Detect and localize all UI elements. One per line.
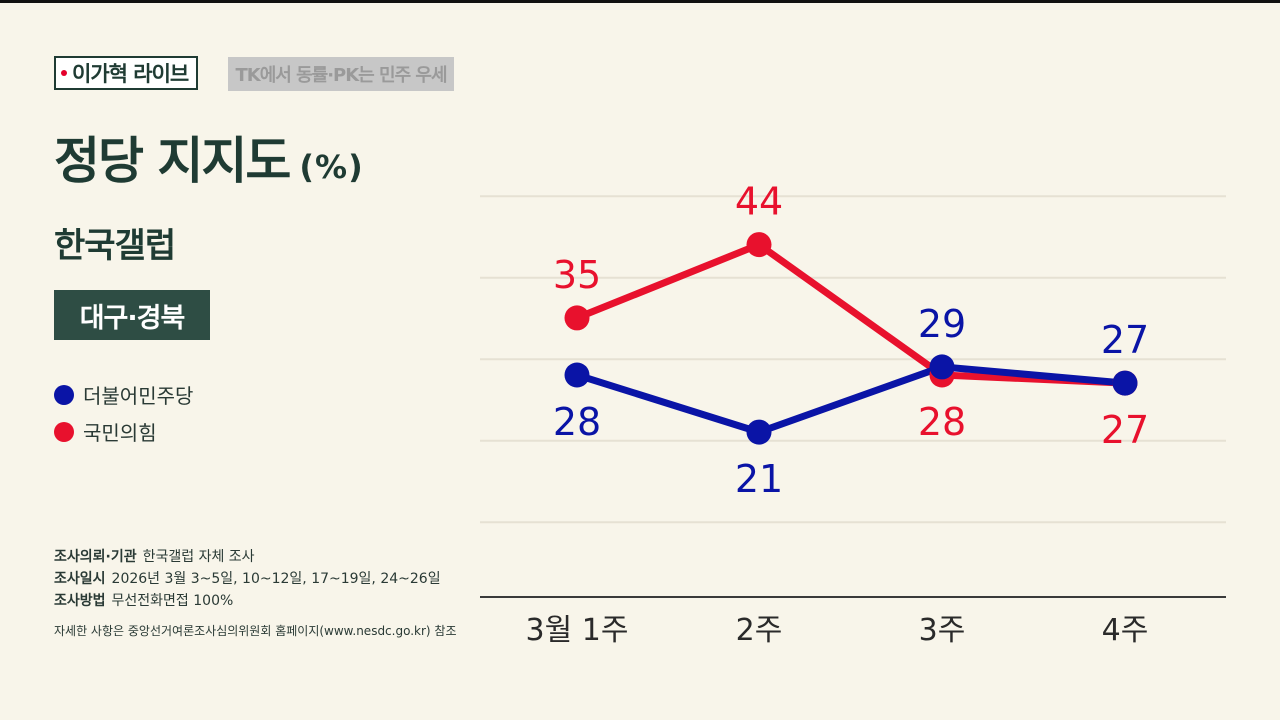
top-border [0,0,1280,3]
legend-item-ppp: 국민의힘 [54,413,193,450]
data-label: 28 [553,400,601,444]
data-label: 44 [735,180,783,224]
note-client: 조사의뢰·기관 한국갤럽 자체 조사 [54,546,457,568]
note-value: 2026년 3월 3~5일, 10~12일, 17~19일, 24~26일 [111,571,441,587]
data-label: 35 [553,253,601,297]
data-label: 27 [1101,318,1149,362]
x-tick-label: 3주 [919,613,966,648]
data-label: 27 [1101,408,1149,452]
data-label: 29 [918,302,966,346]
program-logo: 이가혁 라이브 [54,56,199,90]
series-line [573,363,1129,436]
note-key: 조사일시 [54,571,106,587]
chart-title-unit: (%) [299,148,364,186]
data-point [746,232,772,258]
chart-title-text: 정당 지지도 [54,132,291,190]
x-tick-label: 3월 1주 [526,613,629,648]
logo-dot [61,70,67,76]
legend-dot-icon [54,421,74,442]
note-method: 조사방법 무선전화면접 100% [54,590,457,612]
data-label: 21 [735,457,783,501]
poll-source: 한국갤럽 [54,226,176,266]
data-point [564,362,590,388]
x-tick-label: 4주 [1102,613,1149,648]
note-period: 조사일시 2026년 3월 3~5일, 10~12일, 17~19일, 24~26… [54,568,457,590]
legend-dot-icon [54,384,74,405]
headline-caption: TK에서 동률·PK는 민주 우세 [228,57,454,91]
note-footnote: 자세한 사항은 중앙선거여론조사심의위원회 홈페이지(www.nesdc.go.… [54,624,457,638]
program-name: 이가혁 라이브 [72,62,189,86]
legend: 더불어민주당 국민의힘 [54,376,193,450]
survey-notes: 조사의뢰·기관 한국갤럽 자체 조사 조사일시 2026년 3월 3~5일, 10~… [54,546,457,639]
note-value: 한국갤럽 자체 조사 [142,549,255,565]
data-label: 28 [918,400,966,444]
data-point [564,305,590,331]
note-key: 조사방법 [54,593,106,609]
legend-label: 국민의힘 [83,421,157,445]
legend-label: 더불어민주당 [83,384,194,408]
legend-item-democratic: 더불어민주당 [54,376,193,413]
data-point [746,419,772,445]
region-badge: 대구·경북 [54,290,210,340]
data-point [1112,370,1138,396]
data-point [929,354,955,380]
chart-title: 정당 지지도 (%) [54,130,364,198]
x-tick-label: 2주 [736,613,783,648]
series-line [573,241,1129,387]
note-value: 무선전화면접 100% [111,593,234,609]
note-key: 조사의뢰·기관 [54,549,137,565]
